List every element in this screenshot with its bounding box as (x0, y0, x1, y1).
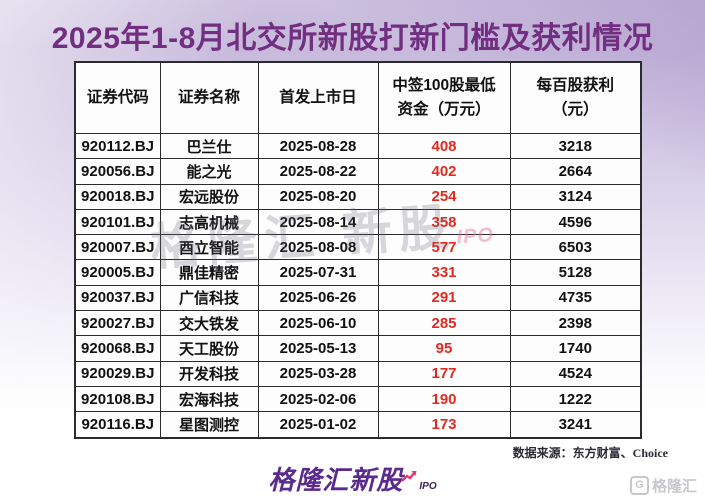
min-capital-cell: 254 (377, 183, 511, 210)
profit-cell: 2664 (509, 158, 642, 185)
profit-cell: 2398 (509, 310, 642, 337)
column-header-0: 证券代码 (74, 61, 161, 134)
min-capital-cell: 291 (377, 284, 511, 312)
profit-cell: 3241 (509, 411, 642, 439)
code-cell: 920101.BJ (74, 208, 161, 236)
profit-cell: 1740 (509, 335, 642, 362)
listing-date-cell: 2025-08-28 (257, 132, 379, 160)
code-cell: 920018.BJ (74, 183, 161, 210)
table-row: 920112.BJ 巴兰仕 2025-08-28 408 3218 (74, 132, 642, 160)
up-trend-arrow-icon (401, 470, 417, 488)
code-cell: 920007.BJ (74, 234, 161, 261)
listing-date-cell: 2025-05-13 (257, 335, 379, 362)
listing-date-cell: 2025-07-31 (257, 259, 379, 286)
listing-date-cell: 2025-02-06 (257, 385, 379, 413)
listing-date-cell: 2025-08-08 (257, 234, 379, 261)
gelonghui-corner-logo: G 格隆汇 (629, 475, 697, 496)
gelonghui-brand-text: 格隆汇新股 (268, 465, 404, 495)
min-capital-cell: 95 (377, 335, 511, 362)
data-source-note: 数据来源：东方财富、Choice (512, 446, 668, 460)
min-capital-cell: 173 (377, 411, 511, 439)
min-capital-cell: 177 (377, 360, 511, 387)
code-cell: 920112.BJ (74, 132, 161, 160)
column-header-3: 中签100股最低 资金（万元） (377, 61, 511, 134)
name-cell: 广信科技 (159, 284, 259, 312)
listing-date-cell: 2025-08-14 (257, 208, 379, 236)
column-header-1: 证券名称 (159, 61, 259, 134)
footer-ipo-label: IPO (419, 481, 437, 492)
min-capital-cell: 358 (377, 208, 511, 236)
code-cell: 920108.BJ (74, 385, 161, 413)
table-row: 920029.BJ 开发科技 2025-03-28 177 4524 (74, 360, 642, 387)
min-capital-cell: 331 (377, 259, 511, 286)
profit-cell: 3218 (509, 132, 642, 160)
name-cell: 巴兰仕 (159, 132, 259, 160)
table-header: 证券代码 证券名称 首发上市日 中签100股最低 资金（万元） 每百股获利 （元） (74, 61, 642, 134)
table-row: 920018.BJ 宏远股份 2025-08-20 254 3124 (74, 183, 642, 210)
ipo-table: 证券代码 证券名称 首发上市日 中签100股最低 资金（万元） 每百股获利 （元） 92… (74, 61, 642, 439)
profit-cell: 6503 (509, 234, 642, 261)
table-row: 920037.BJ 广信科技 2025-06-26 291 4735 (74, 284, 642, 312)
name-cell: 宏海科技 (159, 385, 259, 413)
table-header-row: 证券代码 证券名称 首发上市日 中签100股最低 资金（万元） 每百股获利 （元） (74, 61, 642, 134)
code-cell: 920056.BJ (74, 158, 161, 185)
name-cell: 能之光 (159, 158, 259, 185)
name-cell: 交大铁发 (159, 310, 259, 337)
name-cell: 酉立智能 (159, 234, 259, 261)
table-row: 920056.BJ 能之光 2025-08-22 402 2664 (74, 158, 642, 185)
min-capital-cell: 190 (377, 385, 511, 413)
listing-date-cell: 2025-06-26 (257, 284, 379, 312)
name-cell: 星图测控 (159, 411, 259, 439)
profit-cell: 4735 (509, 284, 642, 312)
table-row: 920116.BJ 星图测控 2025-01-02 173 3241 (74, 411, 642, 439)
name-cell: 鼎佳精密 (159, 259, 259, 286)
corner-logo-text: 格隆汇 (651, 478, 697, 495)
listing-date-cell: 2025-01-02 (257, 411, 379, 439)
table-row: 920101.BJ 志高机械 2025-08-14 358 4596 (74, 208, 642, 236)
code-cell: 920027.BJ (74, 310, 161, 337)
name-cell: 宏远股份 (159, 183, 259, 210)
table-row: 920007.BJ 酉立智能 2025-08-08 577 6503 (74, 234, 642, 261)
listing-date-cell: 2025-08-22 (257, 158, 379, 185)
min-capital-cell: 408 (377, 132, 511, 160)
min-capital-cell: 285 (377, 310, 511, 337)
column-header-2: 首发上市日 (257, 61, 379, 134)
profit-cell: 5128 (509, 259, 642, 286)
code-cell: 920068.BJ (74, 335, 161, 362)
profit-cell: 1222 (509, 385, 642, 413)
column-header-4: 每百股获利 （元） (509, 61, 642, 134)
listing-date-cell: 2025-06-10 (257, 310, 379, 337)
name-cell: 天工股份 (159, 335, 259, 362)
table-row: 920005.BJ 鼎佳精密 2025-07-31 331 5128 (74, 259, 642, 286)
gelonghui-ipo-logo: 格隆汇新股 IPO (0, 460, 705, 497)
profit-cell: 3124 (509, 183, 642, 210)
table-body: 920112.BJ 巴兰仕 2025-08-28 408 3218 920056.BJ 能之… (74, 132, 642, 439)
listing-date-cell: 2025-08-20 (257, 183, 379, 210)
table-row: 920027.BJ 交大铁发 2025-06-10 285 2398 (74, 310, 642, 337)
min-capital-cell: 577 (377, 234, 511, 261)
code-cell: 920037.BJ (74, 284, 161, 312)
code-cell: 920029.BJ (74, 360, 161, 387)
profit-cell: 4524 (509, 360, 642, 387)
gelonghui-logo-icon: G (629, 476, 649, 495)
code-cell: 920005.BJ (74, 259, 161, 286)
page-title: 2025年1-8月北交所新股打新门槛及获利情况 (51, 22, 654, 55)
table-row: 920068.BJ 天工股份 2025-05-13 95 1740 (74, 335, 642, 362)
code-cell: 920116.BJ (74, 411, 161, 439)
name-cell: 开发科技 (159, 360, 259, 387)
profit-cell: 4596 (509, 208, 642, 236)
min-capital-cell: 402 (377, 158, 511, 185)
listing-date-cell: 2025-03-28 (257, 360, 379, 387)
name-cell: 志高机械 (159, 208, 259, 236)
table-row: 920108.BJ 宏海科技 2025-02-06 190 1222 (74, 385, 642, 413)
